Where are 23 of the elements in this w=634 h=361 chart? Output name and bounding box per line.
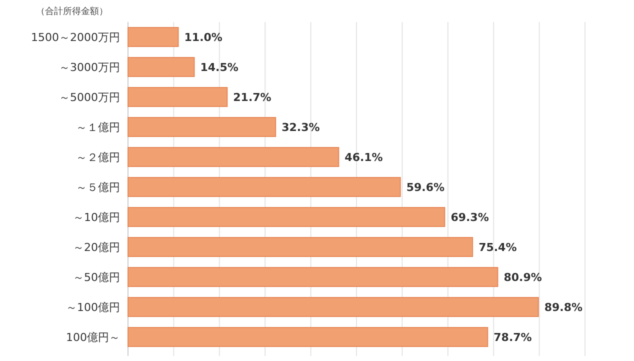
y-tick-label: 100億円～ xyxy=(66,331,120,344)
y-tick-label: ～3000万円 xyxy=(59,61,120,74)
y-tick-label: ～50億円 xyxy=(73,271,120,284)
data-label: 59.6% xyxy=(406,181,445,194)
data-label: 78.7% xyxy=(494,331,532,344)
data-label: 21.7% xyxy=(233,91,272,104)
data-label: 11.0% xyxy=(184,31,222,44)
y-tick-label: ～５億円 xyxy=(76,181,120,194)
y-tick-label: ～１億円 xyxy=(76,121,120,134)
data-label: 69.3% xyxy=(450,211,489,224)
y-axis-title: （合計所得金額） xyxy=(36,6,108,17)
y-tick-label: ～10億円 xyxy=(73,211,120,224)
data-label: 14.5% xyxy=(200,61,238,74)
y-tick-label: ～２億円 xyxy=(76,151,120,164)
y-tick-label: 1500～2000万円 xyxy=(31,31,120,44)
data-label: 75.4% xyxy=(478,241,517,254)
y-tick-label: ～100億円 xyxy=(66,301,120,314)
data-label: 32.3% xyxy=(282,121,320,134)
data-label: 46.1% xyxy=(344,151,383,164)
y-tick-label: ～5000万円 xyxy=(59,91,120,104)
y-tick-label: ～20億円 xyxy=(73,241,120,254)
data-label: 80.9% xyxy=(504,271,542,284)
data-label: 89.8% xyxy=(544,301,583,314)
